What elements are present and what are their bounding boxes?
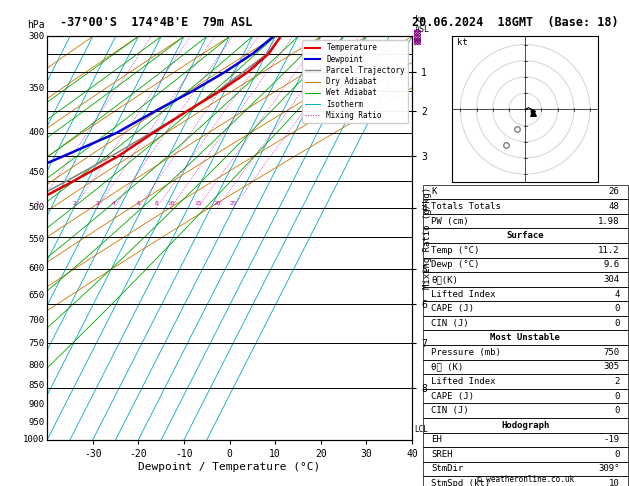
Text: EH: EH (431, 435, 442, 444)
Text: 0: 0 (614, 406, 620, 415)
Text: 800: 800 (28, 361, 44, 369)
Text: 10: 10 (167, 201, 175, 206)
Text: 0: 0 (614, 392, 620, 400)
Text: 20: 20 (214, 201, 221, 206)
Text: 850: 850 (28, 381, 44, 390)
Text: Totals Totals: Totals Totals (431, 202, 501, 211)
Text: 400: 400 (28, 128, 44, 138)
Text: 300: 300 (28, 32, 44, 41)
Text: 750: 750 (28, 339, 44, 348)
Text: θᴇ (K): θᴇ (K) (431, 363, 463, 371)
Text: PW (cm): PW (cm) (431, 217, 469, 226)
Text: -19: -19 (603, 435, 620, 444)
Text: hPa: hPa (27, 20, 45, 31)
Text: 304: 304 (603, 275, 620, 284)
Text: Dewp (°C): Dewp (°C) (431, 260, 479, 269)
Text: 750: 750 (603, 348, 620, 357)
Text: 2: 2 (72, 201, 76, 206)
Text: 650: 650 (28, 291, 44, 300)
Text: 8: 8 (155, 201, 159, 206)
Text: 4: 4 (112, 201, 116, 206)
Text: 0: 0 (614, 304, 620, 313)
X-axis label: Dewpoint / Temperature (°C): Dewpoint / Temperature (°C) (138, 462, 321, 471)
Text: Pressure (mb): Pressure (mb) (431, 348, 501, 357)
Text: Most Unstable: Most Unstable (490, 333, 560, 342)
Text: 10: 10 (609, 479, 620, 486)
Text: 48: 48 (609, 202, 620, 211)
Text: 0: 0 (614, 319, 620, 328)
Text: 4: 4 (614, 290, 620, 298)
Text: Lifted Index: Lifted Index (431, 377, 496, 386)
Text: 0: 0 (614, 450, 620, 459)
Text: 900: 900 (28, 400, 44, 409)
Text: 350: 350 (28, 84, 44, 93)
Text: StmDir: StmDir (431, 465, 463, 473)
Text: Mixing Ratio (g/kg): Mixing Ratio (g/kg) (423, 187, 432, 289)
Text: 15: 15 (194, 201, 201, 206)
Text: 1: 1 (35, 201, 39, 206)
Text: 26: 26 (609, 188, 620, 196)
Text: StmSpd (kt): StmSpd (kt) (431, 479, 490, 486)
Text: 309°: 309° (598, 465, 620, 473)
Text: CIN (J): CIN (J) (431, 319, 469, 328)
Text: Surface: Surface (506, 231, 544, 240)
Text: 9.6: 9.6 (603, 260, 620, 269)
Text: 20.06.2024  18GMT  (Base: 18): 20.06.2024 18GMT (Base: 18) (412, 16, 618, 29)
Text: CIN (J): CIN (J) (431, 406, 469, 415)
Text: Hodograph: Hodograph (501, 421, 549, 430)
Text: © weatheronline.co.uk: © weatheronline.co.uk (477, 474, 574, 484)
Text: LCL: LCL (414, 425, 428, 434)
Text: km
ASL: km ASL (415, 15, 430, 34)
Text: Lifted Index: Lifted Index (431, 290, 496, 298)
Text: 550: 550 (28, 235, 44, 244)
Text: CAPE (J): CAPE (J) (431, 392, 474, 400)
Text: 3: 3 (95, 201, 99, 206)
Text: SREH: SREH (431, 450, 452, 459)
Text: θᴇ(K): θᴇ(K) (431, 275, 458, 284)
Text: 1000: 1000 (23, 435, 44, 444)
Text: 305: 305 (603, 363, 620, 371)
Text: CAPE (J): CAPE (J) (431, 304, 474, 313)
Text: ▓▓▓: ▓▓▓ (415, 28, 422, 45)
Text: kt: kt (457, 37, 468, 47)
Text: Temp (°C): Temp (°C) (431, 246, 479, 255)
Text: -37°00'S  174°4B'E  79m ASL: -37°00'S 174°4B'E 79m ASL (60, 16, 252, 29)
Text: 700: 700 (28, 316, 44, 325)
Text: 25: 25 (230, 201, 237, 206)
Text: K: K (431, 188, 437, 196)
Legend: Temperature, Dewpoint, Parcel Trajectory, Dry Adiabat, Wet Adiabat, Isotherm, Mi: Temperature, Dewpoint, Parcel Trajectory… (302, 40, 408, 123)
Text: 2: 2 (614, 377, 620, 386)
Text: 1.98: 1.98 (598, 217, 620, 226)
Text: 450: 450 (28, 168, 44, 177)
Text: 950: 950 (28, 418, 44, 427)
Text: 6: 6 (136, 201, 140, 206)
Text: 600: 600 (28, 264, 44, 273)
Text: 11.2: 11.2 (598, 246, 620, 255)
Text: 500: 500 (28, 203, 44, 212)
